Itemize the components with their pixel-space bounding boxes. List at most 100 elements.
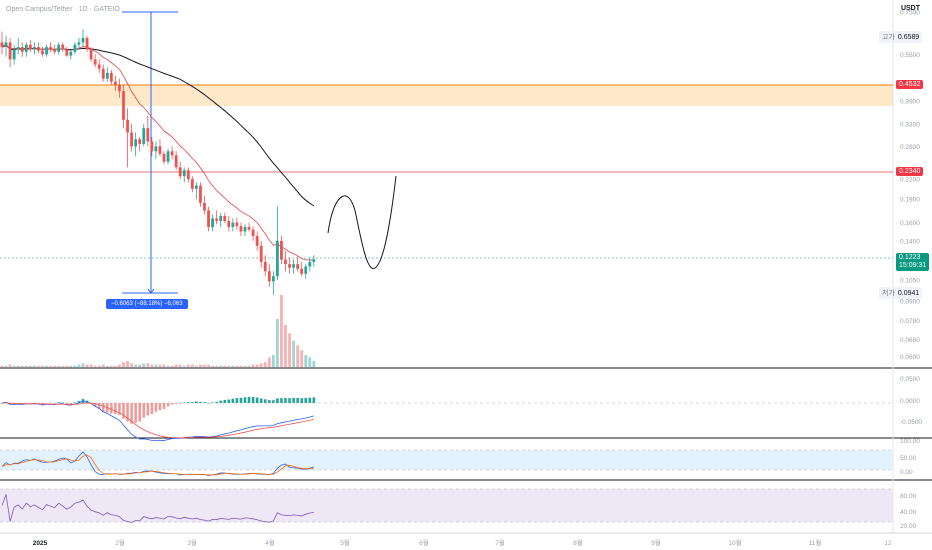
candle-body[interactable]: [259, 245, 263, 262]
candle-body[interactable]: [190, 179, 194, 189]
macd-line[interactable]: [1, 400, 314, 441]
candle-body[interactable]: [271, 276, 275, 282]
measure-tool[interactable]: [122, 11, 178, 294]
price-axis[interactable]: 0.7500 0.5500 0.3900 0.3300 0.2800 0.2200 0.19…: [900, 10, 922, 531]
stochastic-d-line[interactable]: [1, 454, 314, 476]
candle-body[interactable]: [186, 170, 190, 180]
candle-body[interactable]: [85, 37, 89, 50]
time-axis[interactable]: 2025 2월 3월 4월 5월 6월 7월 8월 9월 10월 11월 12: [33, 538, 892, 547]
indicator-axis-tick: 0.0500: [900, 376, 920, 383]
candle-body[interactable]: [288, 264, 291, 268]
candle-body[interactable]: [239, 226, 243, 232]
candle-body[interactable]: [182, 170, 186, 177]
candle-body[interactable]: [267, 271, 271, 282]
candle-body[interactable]: [24, 44, 28, 52]
candle-body[interactable]: [276, 240, 279, 277]
volume-bar: [122, 362, 125, 367]
candle-body[interactable]: [150, 141, 154, 152]
candle-body[interactable]: [219, 215, 223, 221]
candle-body[interactable]: [126, 119, 129, 133]
candle-body[interactable]: [211, 218, 214, 227]
candle-body[interactable]: [235, 222, 239, 227]
candle-body[interactable]: [109, 72, 113, 82]
candle-body[interactable]: [296, 264, 300, 269]
candle-body[interactable]: [93, 59, 97, 65]
candle-body[interactable]: [61, 44, 65, 50]
candle-body[interactable]: [223, 215, 227, 221]
stochastic-indicator[interactable]: [1, 451, 314, 476]
candle-body[interactable]: [81, 37, 85, 43]
candle-body[interactable]: [231, 222, 235, 227]
indicator-axis-tick: 100.00: [900, 438, 920, 445]
candle-body[interactable]: [203, 202, 206, 211]
candle-body[interactable]: [142, 128, 146, 144]
projection-path[interactable]: [327, 175, 397, 269]
candle-body[interactable]: [49, 47, 52, 50]
rsi-indicator[interactable]: [1, 494, 314, 523]
candle-body[interactable]: [97, 64, 101, 69]
candle-body[interactable]: [263, 261, 267, 272]
candle-body[interactable]: [53, 49, 57, 52]
macd-indicator[interactable]: [0, 396, 316, 441]
candle-body[interactable]: [89, 49, 93, 60]
rsi-line[interactable]: [1, 494, 314, 523]
symbol-legend[interactable]: Open Campus/Tether · 1D · GATEIO: [6, 6, 120, 13]
candle-body[interactable]: [101, 68, 105, 79]
candle-body[interactable]: [122, 91, 125, 120]
candle-body[interactable]: [166, 151, 170, 162]
candle-body[interactable]: [12, 49, 16, 60]
macd-histogram-bar: [288, 398, 291, 403]
candle-body[interactable]: [227, 220, 231, 227]
candle-body[interactable]: [300, 268, 304, 274]
candle-body[interactable]: [57, 44, 61, 52]
candle-body[interactable]: [134, 139, 138, 147]
candle-body[interactable]: [207, 210, 210, 227]
candle-body[interactable]: [28, 44, 32, 50]
candle-body[interactable]: [146, 128, 150, 142]
candle-body[interactable]: [170, 151, 174, 156]
candle-body[interactable]: [280, 240, 283, 260]
candle-body[interactable]: [41, 50, 44, 55]
price-pane[interactable]: [0, 0, 893, 368]
candle-body[interactable]: [16, 47, 20, 50]
candle-body[interactable]: [8, 42, 12, 60]
candle-body[interactable]: [251, 229, 255, 237]
candle-body[interactable]: [312, 259, 316, 262]
currency-label[interactable]: USDT: [900, 5, 920, 12]
candle-body[interactable]: [178, 167, 182, 177]
candle-body[interactable]: [292, 264, 295, 268]
candle-body[interactable]: [243, 226, 247, 232]
candle-body[interactable]: [65, 49, 69, 56]
candle-body[interactable]: [37, 47, 40, 51]
candle-body[interactable]: [4, 42, 8, 48]
candle-body[interactable]: [284, 259, 287, 265]
candle-body[interactable]: [195, 185, 198, 189]
supply-zone[interactable]: [0, 85, 893, 106]
candle-body[interactable]: [118, 84, 121, 92]
candle-body[interactable]: [73, 44, 77, 52]
candlesticks[interactable]: [0, 29, 316, 296]
candle-body[interactable]: [77, 42, 81, 45]
candle-body[interactable]: [199, 185, 202, 203]
candle-body[interactable]: [174, 155, 178, 168]
candle-body[interactable]: [255, 236, 259, 246]
candle-body[interactable]: [33, 47, 36, 50]
volume-bar: [53, 365, 57, 367]
candle-body[interactable]: [69, 51, 73, 56]
candle-body[interactable]: [130, 132, 133, 147]
candle-body[interactable]: [308, 261, 312, 267]
candle-body[interactable]: [304, 266, 308, 274]
candle-body[interactable]: [138, 139, 142, 144]
candle-body[interactable]: [247, 226, 251, 230]
macd-signal-line[interactable]: [1, 402, 314, 439]
candle-body[interactable]: [114, 81, 117, 85]
candle-body[interactable]: [45, 47, 48, 55]
candle-body[interactable]: [154, 146, 158, 152]
candle-body[interactable]: [158, 146, 162, 154]
candle-body[interactable]: [215, 218, 219, 221]
candle-body[interactable]: [162, 153, 166, 162]
candle-body[interactable]: [105, 72, 109, 79]
candle-body[interactable]: [20, 47, 24, 52]
candle-body[interactable]: [0, 42, 4, 48]
